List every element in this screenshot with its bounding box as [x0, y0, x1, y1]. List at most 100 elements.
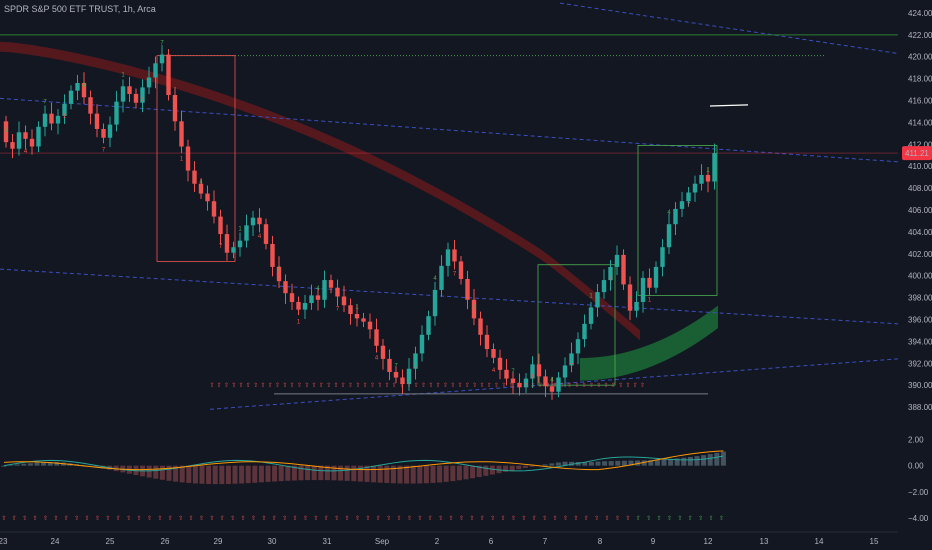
x-tick-label: 26 [161, 537, 170, 546]
osc-bar [555, 462, 561, 466]
osc-bar [318, 465, 324, 481]
candle-body [517, 382, 522, 388]
osc-bar [430, 465, 436, 483]
osc-signal-arrow: ⇧ [449, 515, 454, 522]
osc-signal-arrow: ⇧ [428, 515, 433, 522]
count-marker: 4 [667, 210, 671, 216]
osc-signal-arrow: ⇧ [459, 515, 464, 522]
count-marker: 4 [24, 149, 28, 155]
osc-signal-arrow: ⇧ [272, 515, 277, 522]
signal-arrow: ⇧ [348, 382, 353, 389]
signal-arrow: ⇧ [465, 382, 470, 389]
candle-body [289, 293, 295, 302]
candle-body [556, 377, 561, 392]
osc-bar [404, 465, 410, 484]
signal-arrow: ⇧ [399, 382, 404, 389]
candle-body [341, 296, 347, 306]
osc-signal-arrow: ⇧ [615, 515, 620, 522]
candle-body [621, 254, 626, 285]
osc-signal-arrow: ⇧ [719, 515, 724, 522]
candle-body [666, 224, 672, 248]
osc-bar [47, 462, 53, 466]
osc-y-tick-label: −4.00 [908, 514, 929, 523]
candle-body [23, 132, 28, 139]
candle-body [491, 349, 496, 358]
candle-body [218, 216, 223, 235]
osc-bar [437, 465, 443, 483]
count-marker: 1 [355, 304, 359, 310]
osc-signal-arrow: ⇧ [511, 515, 516, 522]
candle-body [114, 101, 119, 125]
osc-bar [456, 465, 462, 481]
osc-bar [450, 465, 456, 482]
osc-signal-arrow: ⇧ [490, 515, 495, 522]
candle-body [29, 138, 35, 147]
signal-box-1 [537, 264, 616, 386]
osc-signal-arrow: ⇧ [636, 515, 641, 522]
signal-arrow: ⇧ [611, 382, 616, 389]
osc-bar [522, 465, 528, 468]
osc-bar [470, 465, 476, 479]
signal-arrow: ⇧ [370, 382, 375, 389]
signal-arrow: ⇧ [268, 382, 273, 389]
candle-body [640, 277, 646, 302]
count-marker: 4 [141, 97, 145, 103]
x-tick-label: 15 [870, 537, 879, 546]
osc-signal-arrow: ⇧ [282, 515, 287, 522]
osc-signal-arrow: ⇧ [293, 515, 298, 522]
osc-bar [8, 465, 14, 466]
osc-bar [377, 465, 383, 483]
count-marker: 4 [199, 180, 203, 186]
candle-body [257, 217, 262, 225]
signal-arrow: ⇧ [407, 382, 412, 389]
candle-body [478, 318, 483, 335]
osc-signal-arrow: ⇧ [501, 515, 506, 522]
count-marker: 1 [589, 293, 593, 299]
signal-arrow: ⇧ [239, 382, 244, 389]
count-marker: 1 [4, 128, 8, 134]
signal-arrow: ⇧ [604, 382, 609, 389]
count-marker: 4 [375, 356, 379, 362]
osc-signal-arrow: ⇧ [33, 515, 38, 522]
osc-bar [173, 465, 179, 482]
candle-body [575, 339, 581, 354]
y-tick-label: 400.00 [908, 272, 932, 281]
x-tick-label: 30 [268, 537, 277, 546]
x-tick-label: 25 [106, 537, 115, 546]
osc-bar [707, 454, 713, 466]
osc-bar [654, 459, 660, 466]
signal-arrow: ⇧ [290, 382, 295, 389]
osc-signal-arrow: ⇧ [209, 515, 214, 522]
osc-bar [443, 465, 449, 482]
signal-arrow: ⇧ [545, 382, 550, 389]
signal-arrow: ⇧ [392, 382, 397, 389]
osc-signal-arrow: ⇧ [199, 515, 204, 522]
candle-body [198, 183, 204, 194]
y-tick-label: 388.00 [908, 403, 932, 412]
osc-bar [582, 462, 588, 466]
candle-body [263, 224, 269, 244]
x-tick-label: 23 [0, 537, 8, 546]
trendline-2 [209, 358, 899, 410]
signal-arrow: ⇧ [428, 382, 433, 389]
signal-box-2 [637, 145, 718, 296]
candle-body [406, 368, 412, 385]
candle-body [55, 115, 61, 124]
x-tick-label: 29 [214, 537, 223, 546]
signal-arrow: ⇧ [312, 382, 317, 389]
candle-body [653, 266, 659, 288]
signal-arrow: ⇧ [589, 382, 594, 389]
candle-body [426, 316, 431, 335]
osc-bar [285, 465, 291, 481]
osc-bar [417, 465, 423, 484]
white-marker-line [709, 104, 749, 107]
y-tick-label: 396.00 [908, 315, 932, 324]
osc-bar [516, 465, 522, 470]
osc-signal-arrow: ⇧ [126, 515, 131, 522]
osc-bar [245, 465, 251, 484]
signal-arrow: ⇧ [275, 382, 280, 389]
signal-arrow: ⇧ [363, 382, 368, 389]
count-marker: 1 [180, 157, 184, 163]
candle-body [465, 278, 470, 300]
